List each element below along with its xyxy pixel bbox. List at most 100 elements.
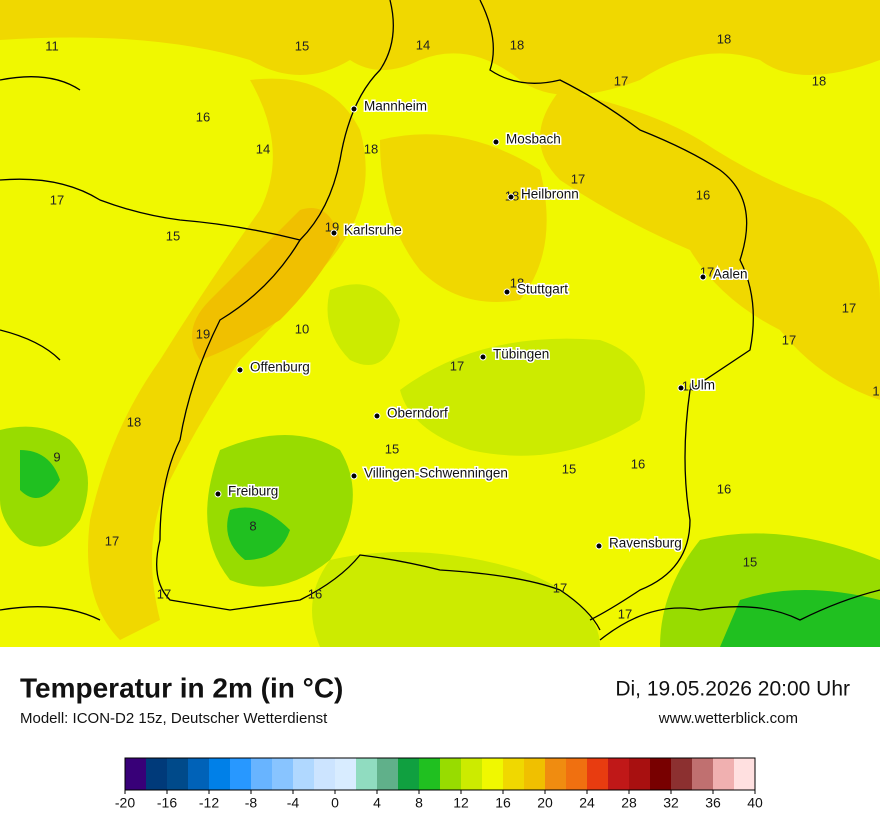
map-value-label: 9 xyxy=(53,449,60,464)
city-dot xyxy=(236,366,244,374)
map-value-label: 14 xyxy=(416,37,430,52)
city-name: Offenburg xyxy=(250,360,310,375)
map-value-label: 17 xyxy=(618,606,632,621)
city-dot xyxy=(503,288,511,296)
city-dot xyxy=(507,193,515,201)
colorbar-tick-label: 16 xyxy=(495,795,511,811)
map-value-label: 1 xyxy=(872,383,879,398)
map-value-label: 16 xyxy=(308,586,322,601)
colorbar-box xyxy=(461,758,482,790)
colorbar-tick-label: 4 xyxy=(373,795,381,811)
subtitle: Modell: ICON-D2 15z, Deutscher Wetterdie… xyxy=(20,710,328,727)
city-dot xyxy=(479,353,487,361)
map-value-label: 18 xyxy=(127,414,141,429)
map-value-label: 17 xyxy=(157,586,171,601)
colorbar-tick-label: -16 xyxy=(157,795,177,811)
map-value-label: 18 xyxy=(717,31,731,46)
city-name: Villingen-Schwenningen xyxy=(364,466,508,481)
colorbar-tick-label: 20 xyxy=(537,795,553,811)
map-value-label: 18 xyxy=(364,141,378,156)
city-name: Heilbronn xyxy=(521,187,579,202)
map-value-label: 19 xyxy=(196,326,210,341)
map-value-label: 17 xyxy=(450,358,464,373)
colorbar-tick-label: 36 xyxy=(705,795,721,811)
colorbar-box xyxy=(356,758,377,790)
map-value-label: 15 xyxy=(562,461,576,476)
map-value-label: 16 xyxy=(696,187,710,202)
colorbar-tick-label: 28 xyxy=(621,795,637,811)
colorbar-box xyxy=(314,758,335,790)
map-value-label: 8 xyxy=(249,518,256,533)
colorbar-box xyxy=(272,758,293,790)
city-name: Aalen xyxy=(713,267,748,282)
title: Temperatur in 2m (in °C) xyxy=(20,672,343,703)
colorbar-box xyxy=(293,758,314,790)
city-dot xyxy=(492,138,500,146)
city-name: Oberndorf xyxy=(387,406,448,421)
map-value-label: 11 xyxy=(45,38,59,53)
colorbar-box xyxy=(125,758,146,790)
colorbar-box xyxy=(545,758,566,790)
city-dot xyxy=(699,273,707,281)
city-name: Tübingen xyxy=(493,347,549,362)
colorbar-box xyxy=(440,758,461,790)
colorbar-box xyxy=(671,758,692,790)
colorbar-box xyxy=(629,758,650,790)
colorbar-box xyxy=(167,758,188,790)
colorbar-box xyxy=(419,758,440,790)
colorbar-box xyxy=(146,758,167,790)
map-value-label: 16 xyxy=(196,109,210,124)
map-value-label: 18 xyxy=(510,275,524,290)
colorbar-box xyxy=(692,758,713,790)
city-dot xyxy=(350,105,358,113)
colorbar-tick-label: -12 xyxy=(199,795,219,811)
city-name: Stuttgart xyxy=(517,282,568,297)
date: Di, 19.05.2026 20:00 Uhr xyxy=(615,678,850,701)
map-value-label: 15 xyxy=(743,554,757,569)
city-name: Ravensburg xyxy=(609,536,682,551)
map-value-label: 17 xyxy=(614,73,628,88)
colorbar-tick-label: -8 xyxy=(245,795,258,811)
map-value-label: 16 xyxy=(717,481,731,496)
map-value-label: 18 xyxy=(812,73,826,88)
map-value-label: 16 xyxy=(682,378,696,393)
colorbar-tick-label: 8 xyxy=(415,795,423,811)
colorbar-box xyxy=(566,758,587,790)
colorbar-box xyxy=(503,758,524,790)
colorbar-tick-label: 40 xyxy=(747,795,763,811)
map-value-label: 17 xyxy=(553,580,567,595)
city-name: Karlsruhe xyxy=(344,223,402,238)
city-dot xyxy=(330,229,338,237)
map-value-label: 18 xyxy=(510,37,524,52)
colorbar-box xyxy=(482,758,503,790)
map-value-label: 17 xyxy=(50,192,64,207)
map-value-label: 14 xyxy=(256,141,270,156)
city-dot xyxy=(214,490,222,498)
colorbar-box xyxy=(713,758,734,790)
colorbar-box xyxy=(734,758,755,790)
colorbar-box xyxy=(587,758,608,790)
colorbar-tick-label: -20 xyxy=(115,795,135,811)
colorbar-tick-label: 0 xyxy=(331,795,339,811)
city-name: Freiburg xyxy=(228,484,278,499)
map-background xyxy=(0,0,880,647)
map-value-label: 15 xyxy=(295,38,309,53)
colorbar-box xyxy=(188,758,209,790)
colorbar-box xyxy=(608,758,629,790)
map-value-label: 17 xyxy=(105,533,119,548)
colorbar-box xyxy=(650,758,671,790)
colorbar-box xyxy=(398,758,419,790)
colorbar-tick-label: 24 xyxy=(579,795,595,811)
colorbar-frame xyxy=(124,757,756,791)
map-labels: 1115141818171816141817161715191818171710… xyxy=(45,31,879,621)
map-value-label: 15 xyxy=(166,228,180,243)
city-name: Ulm xyxy=(691,378,715,393)
colorbar-box xyxy=(251,758,272,790)
colorbar-tick-label: 12 xyxy=(453,795,469,811)
city-name: Mannheim xyxy=(364,99,427,114)
city-dot xyxy=(373,412,381,420)
website: www.wetterblick.com xyxy=(658,710,798,727)
map-value-label: 17 xyxy=(782,332,796,347)
